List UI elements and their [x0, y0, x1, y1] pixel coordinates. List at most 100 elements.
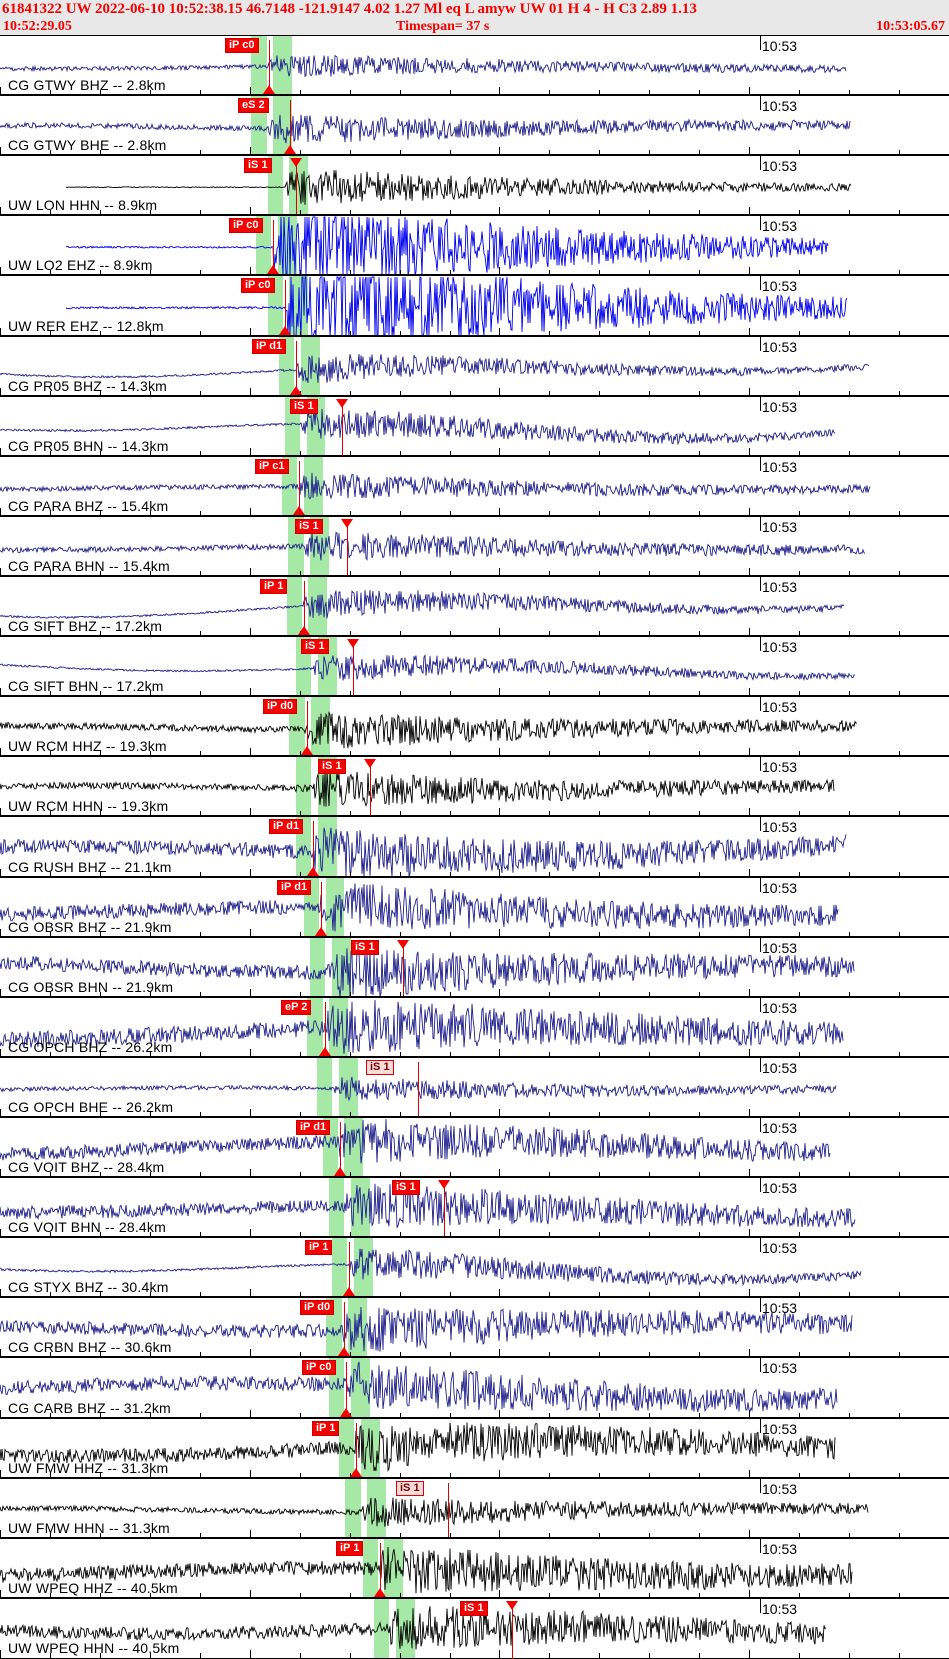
- pick-label: iS 1: [301, 639, 329, 654]
- pick-time-line: [346, 1362, 347, 1419]
- pick-label: iP d1: [269, 819, 304, 834]
- pick-time-line: [342, 401, 343, 457]
- trace-row[interactable]: CG PR05 BHZ -- 14.3km 10:53 iP d1: [0, 337, 949, 397]
- trace-row[interactable]: CG OPCH BHE -- 26.2km 10:53 iS 1: [0, 1058, 949, 1118]
- axis-tick-minor: [599, 1052, 600, 1057]
- pick-direction-arrow: [290, 158, 302, 167]
- axis-tick-major: [499, 1109, 500, 1117]
- axis-tick-major: [499, 688, 500, 696]
- trace-row[interactable]: UW WPEQ HHZ -- 40.5km 10:53 iP 1: [0, 1539, 949, 1599]
- trace-row[interactable]: CG SIFT BHZ -- 17.2km 10:53 iP 1: [0, 577, 949, 637]
- axis-tick-minor: [649, 751, 650, 756]
- axis-tick-minor: [799, 1473, 800, 1478]
- trace-row[interactable]: CG OBSR BHN -- 21.9km 10:53 iS 1: [0, 938, 949, 998]
- axis-tick-minor: [599, 1232, 600, 1237]
- axis-tick-minor: [450, 451, 451, 456]
- axis-tick-minor: [100, 571, 101, 576]
- waveform-trace: [0, 711, 858, 749]
- time-axis-label: 10:53: [762, 1300, 798, 1316]
- axis-tick-major: [499, 328, 500, 336]
- axis-tick-major: [0, 1349, 1, 1357]
- axis-tick-minor: [150, 872, 151, 877]
- phase-window-band: [338, 1419, 354, 1479]
- axis-tick-minor: [100, 1473, 101, 1478]
- trace-row[interactable]: CG CARB BHZ -- 31.2km 10:53 iP c0: [0, 1358, 949, 1419]
- axis-tick-minor: [50, 1413, 51, 1418]
- row-separator: [0, 815, 949, 817]
- phase-window-band: [296, 757, 312, 817]
- axis-tick-minor: [150, 1593, 151, 1598]
- trace-row[interactable]: CG OBSR BHZ -- 21.9km 10:53 iP d1: [0, 878, 949, 938]
- trace-row[interactable]: UW FMW HHN -- 31.3km 10:53 iS 1: [0, 1479, 949, 1539]
- axis-tick-minor: [849, 391, 850, 396]
- time-axis-label: 10:53: [762, 1421, 798, 1437]
- axis-tick-major: [499, 989, 500, 997]
- row-separator: [0, 214, 949, 216]
- pick-label: iS 1: [366, 1060, 394, 1075]
- waveform-trace: [65, 276, 848, 337]
- axis-tick-minor: [200, 811, 201, 816]
- axis-tick-major: [499, 869, 500, 877]
- trace-row[interactable]: CG GTWY BHE -- 2.8km 10:53 eS 2: [0, 96, 949, 156]
- axis-tick-major: [749, 388, 750, 396]
- pick-time-line: [344, 1302, 345, 1358]
- axis-tick-minor: [899, 210, 900, 215]
- trace-row[interactable]: UW RCM HHN -- 19.3km 10:53 iS 1: [0, 757, 949, 817]
- trace-row[interactable]: CG PARA BHN -- 15.4km 10:53 iS 1: [0, 517, 949, 577]
- axis-tick-minor: [549, 1352, 550, 1357]
- axis-tick-major: [0, 267, 1, 275]
- pick-time-line: [512, 1603, 513, 1659]
- trace-row[interactable]: CG STYX BHZ -- 30.4km 10:53 iP 1: [0, 1238, 949, 1298]
- trace-row[interactable]: CG RUSH BHZ -- 21.1km 10:53 iP d1: [0, 817, 949, 878]
- axis-tick-major: [749, 1530, 750, 1538]
- trace-row[interactable]: CG OPCH BHZ -- 26.2km 10:53 eP 2: [0, 998, 949, 1058]
- axis-tick-minor: [150, 1653, 151, 1658]
- time-axis-tick: [760, 36, 761, 50]
- time-axis-label: 10:53: [762, 459, 798, 475]
- axis-tick-major: [499, 929, 500, 937]
- axis-tick-minor: [300, 1112, 301, 1117]
- axis-tick-minor: [400, 210, 401, 215]
- time-axis-label: 10:53: [762, 1000, 798, 1016]
- trace-row[interactable]: UW LON HHN -- 8.9km 10:53 iS 1: [0, 156, 949, 216]
- axis-tick-minor: [699, 932, 700, 937]
- trace-row[interactable]: CG PARA BHZ -- 15.4km 10:53 iP c1: [0, 457, 949, 517]
- trace-row[interactable]: CG GTWY BHZ -- 2.8km 10:53 iP c0: [0, 36, 949, 96]
- axis-tick-minor: [100, 210, 101, 215]
- axis-tick-major: [749, 508, 750, 516]
- axis-tick-minor: [400, 571, 401, 576]
- waveform-trace: [0, 1306, 853, 1352]
- axis-tick-minor: [150, 1232, 151, 1237]
- trace-row[interactable]: UW RER EHZ -- 12.8km 10:53 iP c0: [0, 276, 949, 337]
- trace-row[interactable]: UW RCM HHZ -- 19.3km 10:53 iP d0: [0, 697, 949, 757]
- axis-tick-minor: [400, 1533, 401, 1538]
- axis-tick-minor: [350, 391, 351, 396]
- trace-row[interactable]: UW LO2 EHZ -- 8.9km 10:53 iP c0: [0, 216, 949, 276]
- axis-tick-minor: [300, 270, 301, 275]
- axis-tick-minor: [100, 1533, 101, 1538]
- axis-tick-minor: [300, 992, 301, 997]
- time-axis-label: 10:53: [762, 1120, 798, 1136]
- pick-time-line: [340, 1122, 341, 1178]
- axis-tick-minor: [649, 872, 650, 877]
- pick-time-line: [307, 701, 308, 757]
- axis-tick-minor: [350, 1533, 351, 1538]
- trace-row[interactable]: UW WPEQ HHN -- 40.5km 10:53 iS 1: [0, 1599, 949, 1659]
- row-separator: [0, 274, 949, 276]
- pick-time-line: [299, 461, 300, 517]
- trace-row[interactable]: UW FMW HHZ -- 31.3km 10:53 iP 1: [0, 1419, 949, 1479]
- trace-row[interactable]: CG VOIT BHZ -- 28.4km 10:53 iP d1: [0, 1118, 949, 1178]
- axis-tick-minor: [649, 1112, 650, 1117]
- axis-tick-minor: [350, 1052, 351, 1057]
- axis-tick-minor: [849, 1413, 850, 1418]
- axis-tick-minor: [549, 1112, 550, 1117]
- trace-row[interactable]: CG PR05 BHN -- 14.3km 10:53 iS 1: [0, 397, 949, 457]
- axis-tick-minor: [549, 210, 550, 215]
- axis-tick-minor: [450, 1413, 451, 1418]
- seismogram-plot[interactable]: CG GTWY BHZ -- 2.8km 10:53 iP c0 CG GTWY BH…: [0, 35, 949, 1659]
- pick-label: iP 1: [312, 1421, 340, 1436]
- trace-row[interactable]: CG SIFT BHN -- 17.2km 10:53 iS 1: [0, 637, 949, 697]
- axis-tick-minor: [699, 210, 700, 215]
- trace-row[interactable]: CG CRBN BHZ -- 30.6km 10:53 iP d0: [0, 1298, 949, 1358]
- trace-row[interactable]: CG VOIT BHN -- 28.4km 10:53 iS 1: [0, 1178, 949, 1238]
